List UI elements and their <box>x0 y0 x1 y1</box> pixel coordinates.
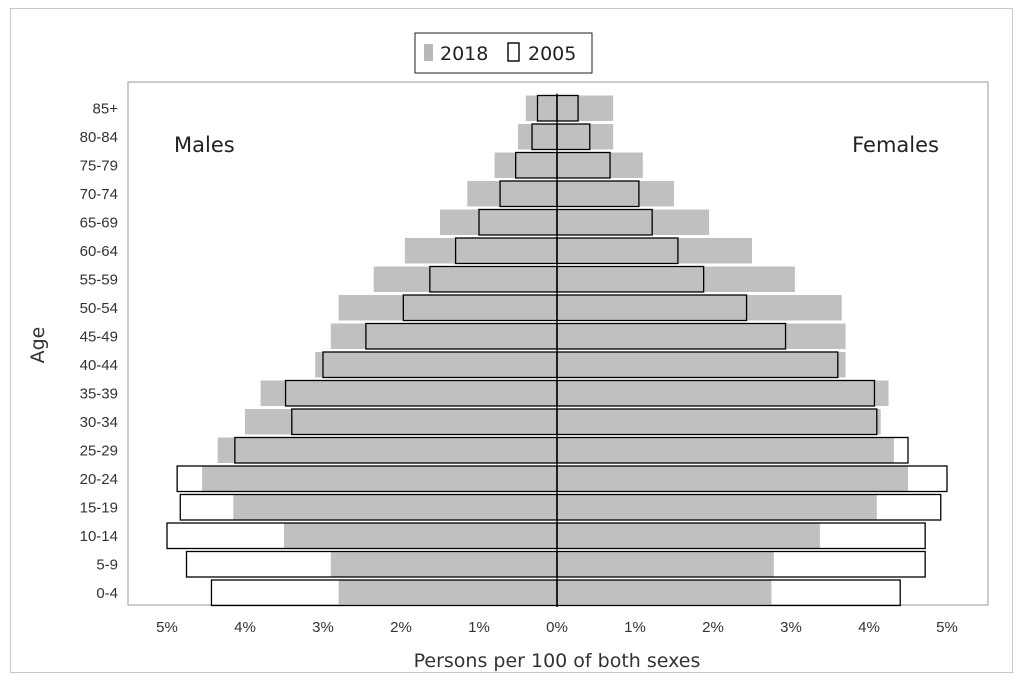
bar-2018-female-70-74 <box>557 181 674 207</box>
y-tick-label: 80-84 <box>80 129 118 146</box>
bar-2018-female-85+ <box>557 95 614 121</box>
y-tick-label: 50-54 <box>80 300 118 317</box>
bar-2018-male-40-44 <box>315 352 557 378</box>
bar-2018-female-80-84 <box>557 124 614 150</box>
bar-2018-female-65-69 <box>557 209 710 235</box>
bar-2018-male-0-4 <box>338 580 557 606</box>
x-axis-title: Persons per 100 of both sexes <box>414 650 701 672</box>
legend-swatch-2018 <box>424 44 433 61</box>
bar-2018-male-30-34 <box>245 409 557 435</box>
bar-2018-female-15-19 <box>557 494 877 520</box>
x-tick-label: 4% <box>234 619 256 636</box>
x-tick-label: 0% <box>546 619 568 636</box>
y-tick-label: 20-24 <box>80 471 118 488</box>
y-tick-label: 60-64 <box>80 243 118 260</box>
bar-2018-male-35-39 <box>260 380 557 406</box>
chart-frame <box>10 8 1013 673</box>
legend-label-2018: 2018 <box>440 43 488 65</box>
x-tick-label: 3% <box>312 619 334 636</box>
x-tick-label: 5% <box>936 619 958 636</box>
x-tick-label: 1% <box>468 619 490 636</box>
bar-2018-female-55-59 <box>557 266 795 292</box>
bar-2018-female-30-34 <box>557 409 881 435</box>
y-tick-label: 45-49 <box>80 328 118 345</box>
bar-2018-male-45-49 <box>330 323 557 349</box>
y-tick-label: 40-44 <box>80 357 118 374</box>
bar-2018-female-75-79 <box>557 152 643 178</box>
bar-2018-female-0-4 <box>557 580 772 606</box>
series-2018-bars <box>202 95 908 606</box>
legend-label-2005: 2005 <box>528 43 576 65</box>
y-tick-label: 65-69 <box>80 214 118 231</box>
y-tick-label: 15-19 <box>80 499 118 516</box>
bar-2018-male-70-74 <box>467 181 557 207</box>
bar-2018-male-60-64 <box>404 238 557 264</box>
x-tick-label: 2% <box>702 619 724 636</box>
legend-swatch-2005 <box>507 42 520 62</box>
bar-2018-male-65-69 <box>440 209 557 235</box>
y-tick-label: 75-79 <box>80 157 118 174</box>
x-tick-label: 1% <box>624 619 646 636</box>
bar-2018-male-80-84 <box>518 124 557 150</box>
bar-2018-male-10-14 <box>284 523 557 549</box>
bar-2018-male-85+ <box>525 95 557 121</box>
bar-2018-female-60-64 <box>557 238 752 264</box>
y-tick-labels: 0-4 5-9 10-14 15-19 20-24 25-29 30-34 35-39 40-4… <box>80 100 119 602</box>
legend-box <box>414 32 593 74</box>
males-label: Males <box>174 133 235 157</box>
bar-2018-female-20-24 <box>557 466 908 492</box>
bar-2018-female-45-49 <box>557 323 846 349</box>
x-tick-label: 4% <box>858 619 880 636</box>
bar-2018-male-75-79 <box>494 152 557 178</box>
bar-2018-male-20-24 <box>202 466 557 492</box>
bar-2018-female-10-14 <box>557 523 820 549</box>
x-tick-labels: 5% 4% 3% 2% 1% 0% 1% 2% 3% 4% 5% <box>156 619 958 636</box>
bar-2018-male-50-54 <box>338 295 557 321</box>
legend: 2018 2005 <box>414 32 593 74</box>
bar-2018-male-25-29 <box>217 437 557 463</box>
bar-2018-female-5-9 <box>557 551 774 577</box>
y-tick-label: 85+ <box>93 100 119 117</box>
bar-2018-female-25-29 <box>557 437 894 463</box>
bar-2018-female-40-44 <box>557 352 846 378</box>
bar-2018-male-55-59 <box>373 266 557 292</box>
y-tick-label: 55-59 <box>80 271 118 288</box>
y-tick-label: 5-9 <box>96 556 118 573</box>
bar-2018-female-35-39 <box>557 380 889 406</box>
x-tick-label: 3% <box>780 619 802 636</box>
bar-2018-male-15-19 <box>233 494 558 520</box>
y-tick-label: 10-14 <box>80 528 118 545</box>
y-tick-label: 0-4 <box>96 585 118 602</box>
y-tick-label: 70-74 <box>80 186 118 203</box>
y-axis-title: Age <box>27 327 49 364</box>
bar-2018-male-5-9 <box>330 551 557 577</box>
x-tick-label: 5% <box>156 619 178 636</box>
y-tick-label: 25-29 <box>80 442 118 459</box>
bar-2018-female-50-54 <box>557 295 842 321</box>
females-label: Females <box>852 133 939 157</box>
x-tick-label: 2% <box>390 619 412 636</box>
y-tick-label: 30-34 <box>80 414 118 431</box>
y-tick-label: 35-39 <box>80 385 118 402</box>
